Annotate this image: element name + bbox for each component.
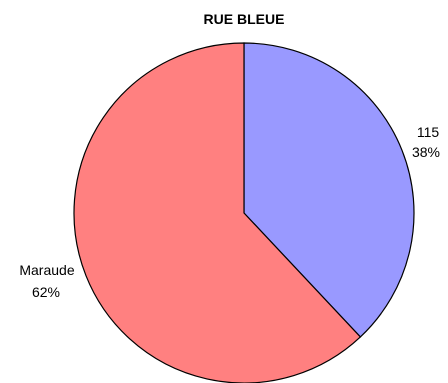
chart-title: RUE BLEUE bbox=[204, 11, 285, 27]
pie-slice-115 bbox=[243, 42, 415, 338]
slice-label-115: 115 bbox=[417, 124, 440, 140]
slice-percent-115: 38% bbox=[412, 144, 440, 160]
slice-label-maraude: Maraude bbox=[19, 262, 74, 278]
pie-slices bbox=[73, 42, 415, 383]
pie-slice-maraude bbox=[73, 42, 362, 383]
slice-percent-maraude: 62% bbox=[32, 284, 60, 300]
